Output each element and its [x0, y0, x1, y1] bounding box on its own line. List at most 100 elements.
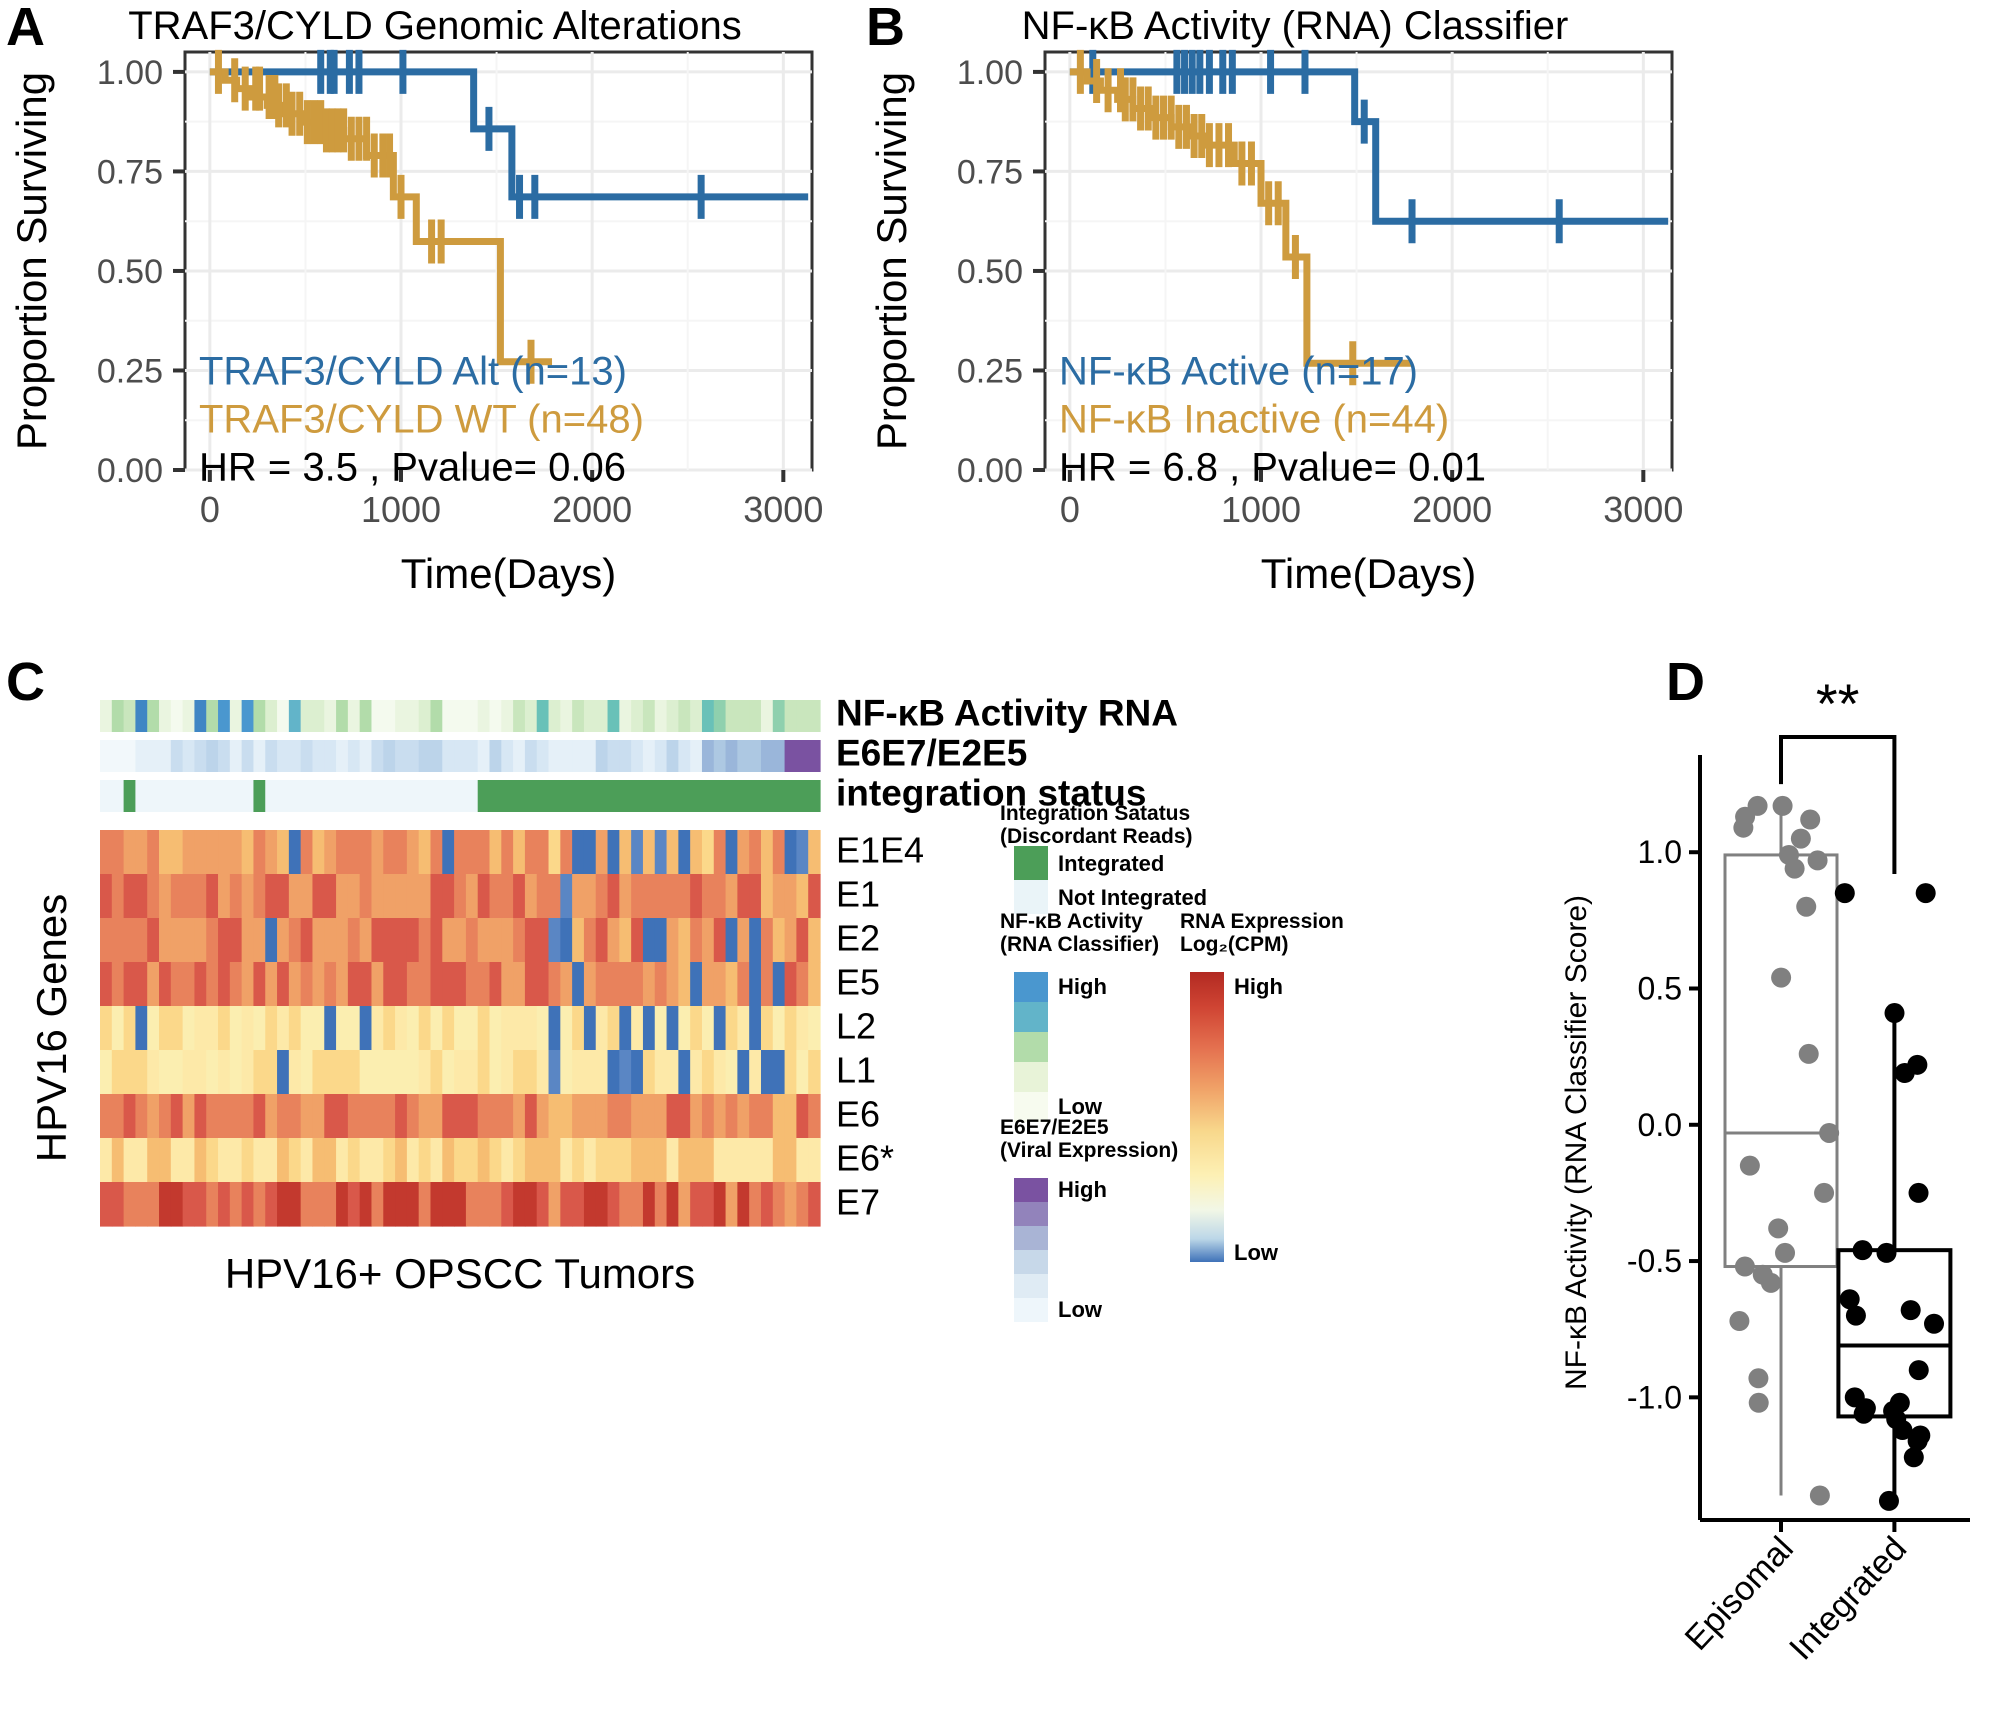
heatmap-cell	[536, 700, 550, 732]
heatmap-cell	[123, 1094, 137, 1139]
heatmap-cell	[336, 700, 349, 732]
heatmap-cell	[135, 1138, 148, 1183]
heatmap-cell	[111, 1094, 125, 1139]
heatmap-cell	[489, 918, 502, 963]
heatmap-cell	[619, 700, 632, 732]
heatmap-cell	[442, 700, 455, 732]
annotation-row-label: E6E7/E2E5	[836, 733, 1027, 774]
heatmap-cell	[135, 780, 148, 812]
heatmap-cell	[784, 830, 797, 875]
heatmap-cell	[548, 780, 561, 812]
heatmap-cell	[371, 1182, 384, 1227]
heatmap-cell	[465, 1138, 479, 1183]
heatmap-cell	[666, 1050, 679, 1095]
heatmap-cell	[277, 1006, 290, 1051]
heatmap-cell	[595, 1006, 609, 1051]
heatmap-cell	[619, 740, 632, 772]
heatmap-cell	[123, 830, 137, 875]
heatmap-cell	[619, 830, 632, 875]
heatmap-cell	[536, 830, 550, 875]
panel-b-title: NF-κB Activity (RNA) Classifier	[1021, 4, 1569, 48]
heatmap-cell	[737, 1050, 750, 1095]
heatmap-cell	[796, 1094, 809, 1139]
heatmap-cell	[572, 1182, 585, 1227]
heatmap-cell	[206, 700, 219, 732]
heatmap-cell	[654, 1006, 668, 1051]
heatmap-cell	[159, 918, 172, 963]
heatmap-cell	[194, 1006, 207, 1051]
heatmap-cell	[347, 1006, 361, 1051]
boxplot-data-point	[1903, 1447, 1924, 1468]
heatmap-cell	[312, 962, 325, 1007]
heatmap-cell	[123, 918, 137, 963]
heatmap-cell	[654, 1182, 668, 1227]
heatmap-cell	[713, 700, 727, 732]
panel-b-x-tick-label: 2000	[1412, 489, 1492, 530]
heatmap-cell	[701, 1006, 715, 1051]
heatmap-cell	[241, 780, 255, 812]
heatmap-cell	[182, 1006, 196, 1051]
heatmap-cell	[784, 740, 797, 772]
key-title-viral: (Viral Expression)	[1000, 1139, 1178, 1162]
heatmap-cell	[147, 1182, 160, 1227]
heatmap-cell	[347, 1138, 361, 1183]
heatmap-cell	[501, 700, 514, 732]
heatmap-cell	[725, 830, 738, 875]
boxplot-data-point	[1772, 795, 1793, 816]
heatmap-cell	[678, 1094, 691, 1139]
heatmap-cell	[784, 1182, 797, 1227]
heatmap-cell	[690, 1006, 703, 1051]
heatmap-cell	[477, 1050, 491, 1095]
panel-a-x-axis-title: Time(Days)	[401, 550, 616, 597]
heatmap-cell	[277, 1050, 290, 1095]
heatmap-cell	[336, 1094, 349, 1139]
heatmap-cell	[749, 874, 762, 919]
key-gradient-band	[1014, 1274, 1048, 1298]
heatmap-cell	[607, 1182, 620, 1227]
heatmap-cell	[808, 700, 821, 732]
panel-a-series-1	[209, 49, 553, 384]
heatmap-cell	[206, 1138, 219, 1183]
heatmap-cell	[489, 1050, 502, 1095]
heatmap-cell	[241, 1006, 255, 1051]
heatmap-cell	[760, 1138, 774, 1183]
heatmap-cell	[737, 740, 750, 772]
heatmap-cell	[277, 700, 290, 732]
heatmap-cell	[477, 1094, 491, 1139]
heatmap-cell	[111, 780, 125, 812]
heatmap-cell	[229, 780, 243, 812]
heatmap-cell	[241, 700, 255, 732]
heatmap-cell	[772, 874, 786, 919]
heatmap-cell	[406, 780, 420, 812]
heatmap-cell	[772, 962, 786, 1007]
heatmap-cell	[513, 1050, 526, 1095]
heatmap-cell	[690, 874, 703, 919]
heatmap-cell	[784, 874, 797, 919]
heatmap-cell	[406, 1182, 420, 1227]
boxplot-data-point	[1775, 1242, 1796, 1263]
boxplot-data-point	[1784, 858, 1805, 879]
heatmap-cell	[642, 780, 656, 812]
heatmap-cell	[170, 700, 184, 732]
heatmap-cell	[501, 1182, 514, 1227]
heatmap-cell	[796, 1138, 809, 1183]
panel-a-legend-entry: TRAF3/CYLD Alt (n=13)	[199, 349, 627, 393]
boxplot-data-point	[1915, 883, 1936, 904]
heatmap-cell	[206, 874, 219, 919]
heatmap-cell	[430, 740, 443, 772]
heatmap-cell	[395, 1138, 408, 1183]
heatmap-cell	[265, 874, 278, 919]
heatmap-cell	[300, 1138, 314, 1183]
heatmap-cell	[182, 1050, 196, 1095]
heatmap-cell	[347, 918, 361, 963]
heatmap-cell	[406, 1094, 420, 1139]
heatmap-cell	[123, 874, 137, 919]
boxplot-data-point	[1800, 809, 1821, 830]
heatmap-cell	[312, 1006, 325, 1051]
heatmap-cell	[690, 1050, 703, 1095]
heatmap-cell	[631, 962, 644, 1007]
heatmap-cell	[359, 1050, 373, 1095]
heatmap-cell	[383, 1094, 396, 1139]
heatmap-cell	[442, 1050, 455, 1095]
heatmap-cell	[524, 1006, 538, 1051]
